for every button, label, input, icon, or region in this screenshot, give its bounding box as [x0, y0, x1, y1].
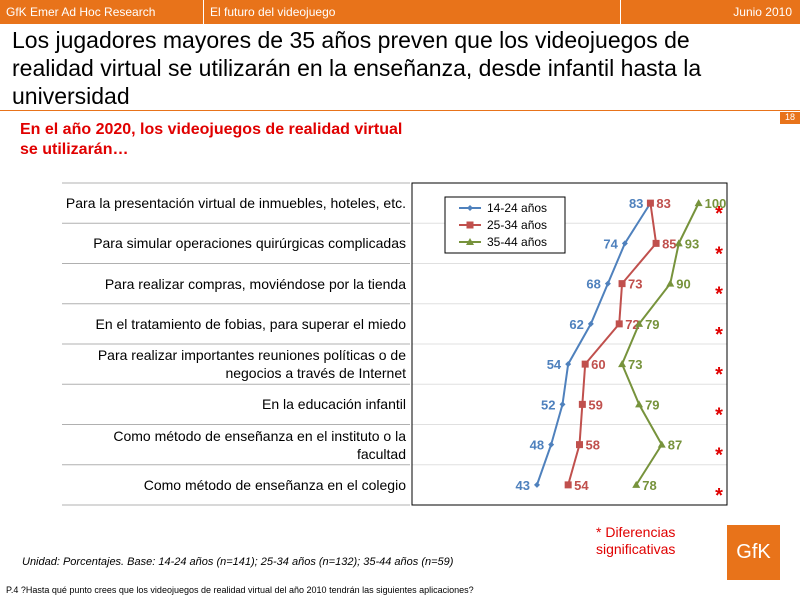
- logo: GfK: [727, 525, 780, 580]
- series-line: [567, 202, 658, 486]
- data-label: 52: [541, 397, 555, 412]
- data-label: 100: [705, 196, 727, 211]
- marker: [635, 319, 644, 327]
- marker: [618, 360, 627, 368]
- header-date: Junio 2010: [733, 5, 792, 19]
- data-label: 59: [588, 397, 602, 412]
- header-bar: GfK Emer Ad Hoc Research El futuro del v…: [0, 0, 800, 24]
- significance-note: * Diferencias significativas: [596, 524, 676, 557]
- legend-label: 35-44 años: [487, 235, 547, 249]
- data-label: 83: [656, 196, 670, 211]
- marker: [635, 400, 644, 408]
- marker: [559, 401, 566, 408]
- row-label: En el tratamiento de fobias, para supera…: [95, 315, 406, 332]
- chart-title: En el año 2020, los videojuegos de reali…: [20, 121, 403, 158]
- significance-mark: *: [715, 485, 723, 507]
- data-label: 78: [642, 478, 656, 493]
- significance-mark: *: [715, 364, 723, 386]
- row-label: Para realizar compras, moviéndose por la…: [104, 275, 406, 292]
- marker: [581, 360, 589, 368]
- data-label: 83: [629, 196, 643, 211]
- page-number: 18: [780, 112, 800, 124]
- row-label: Como método de enseñanza en el instituto…: [113, 427, 406, 462]
- marker: [604, 280, 611, 287]
- data-label: 62: [569, 317, 583, 332]
- row-label: Para simular operaciones quirúrgicas com…: [93, 235, 406, 252]
- data-label: 93: [685, 236, 699, 251]
- marker: [618, 280, 626, 288]
- marker: [466, 221, 474, 229]
- marker: [466, 238, 474, 245]
- legend-label: 14-24 años: [487, 201, 547, 215]
- data-label: 58: [586, 438, 600, 453]
- data-label: 73: [628, 357, 642, 372]
- data-label: 72: [625, 317, 639, 332]
- marker: [632, 480, 641, 488]
- data-label: 90: [676, 277, 690, 292]
- marker: [533, 481, 540, 488]
- data-label: 60: [591, 357, 605, 372]
- series-line: [620, 202, 700, 486]
- header-middle: El futuro del videojuego: [210, 5, 336, 19]
- data-label: 79: [645, 397, 659, 412]
- row-label: Para realizar importantes reuniones polí…: [97, 347, 406, 382]
- row-label: En la educación infantil: [262, 396, 406, 413]
- data-label: 79: [645, 317, 659, 332]
- significance-mark: *: [715, 404, 723, 426]
- significance-mark: *: [715, 324, 723, 346]
- row-label: Para la presentación virtual de inmueble…: [65, 195, 406, 212]
- marker: [666, 279, 675, 287]
- title-rule: [0, 110, 800, 111]
- data-label: 48: [530, 438, 544, 453]
- slide-title: Los jugadores mayores de 35 años preven …: [12, 27, 702, 109]
- question: P.4 ?Hasta qué punto crees que los video…: [6, 585, 474, 595]
- marker: [578, 400, 586, 408]
- significance-mark: *: [715, 284, 723, 306]
- legend-label: 25-34 años: [487, 218, 547, 232]
- data-label: 43: [515, 478, 529, 493]
- header-left: GfK Emer Ad Hoc Research: [6, 5, 156, 19]
- data-label: 54: [574, 478, 589, 493]
- marker: [674, 239, 683, 247]
- marker: [646, 199, 654, 207]
- data-label: 54: [547, 357, 562, 372]
- marker: [548, 441, 555, 448]
- data-label: 87: [668, 438, 682, 453]
- marker: [657, 440, 666, 448]
- data-label: 73: [628, 277, 642, 292]
- data-label: 85: [662, 236, 676, 251]
- marker: [467, 205, 473, 211]
- marker: [565, 361, 572, 368]
- data-label: 74: [603, 236, 618, 251]
- marker: [564, 481, 572, 489]
- marker: [587, 320, 594, 327]
- marker: [621, 240, 628, 247]
- base-note: Unidad: Porcentajes. Base: 14-24 años (n…: [22, 556, 454, 568]
- marker: [576, 441, 584, 449]
- data-label: 68: [586, 277, 600, 292]
- marker: [694, 199, 703, 207]
- row-label: Como método de enseñanza en el colegio: [143, 476, 406, 493]
- significance-mark: *: [715, 445, 723, 467]
- significance-mark: *: [715, 203, 723, 225]
- series-line: [536, 202, 652, 486]
- plot-frame: [411, 182, 728, 506]
- marker: [615, 320, 623, 328]
- marker: [652, 239, 660, 247]
- significance-mark: *: [715, 243, 723, 265]
